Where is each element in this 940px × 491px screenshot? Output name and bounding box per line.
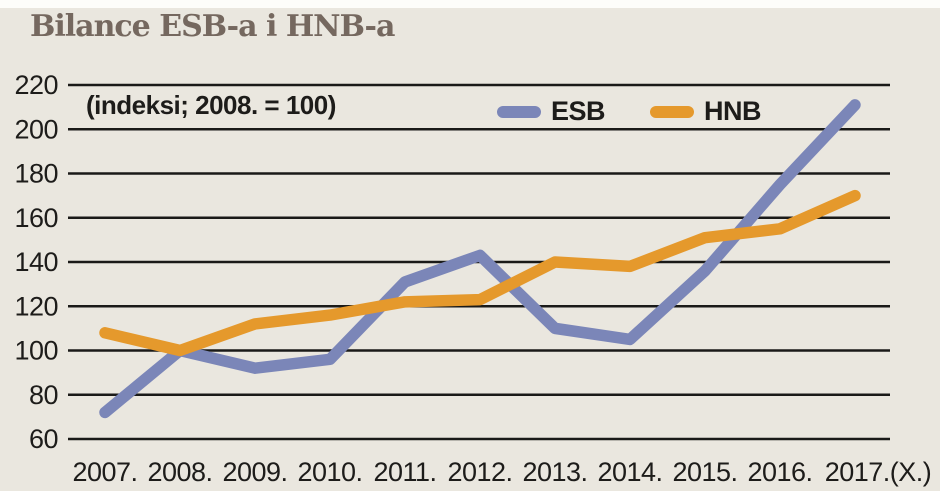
chart-title: Bilance ESB-a i HNB-a [30, 9, 395, 44]
legend-item-esb: ESB [497, 96, 606, 127]
x-tick-label-10: 2017.(X.) [825, 457, 932, 487]
x-tick-label-3: 2010. [297, 457, 362, 487]
chart-legend: ESB HNB [497, 96, 762, 127]
x-tick-label-5: 2012. [447, 457, 512, 487]
x-tick-label-1: 2008. [147, 457, 212, 487]
x-tick-label-9: 2016. [747, 457, 812, 487]
y-tick-label-160: 160 [14, 203, 58, 233]
y-axis-labels-group: 60 80 100 120 140 160 180 200 220 [14, 70, 58, 454]
gridlines-group [68, 83, 890, 441]
esb-line-swatch-icon [497, 105, 541, 118]
x-tick-label-4: 2011. [373, 457, 436, 487]
chart-subtitle: (indeksi; 2008. = 100) [86, 90, 336, 120]
series-line-hnb [99, 189, 861, 357]
hnb-line-swatch-icon [650, 105, 695, 118]
y-tick-label-60: 60 [29, 424, 58, 454]
legend-label-hnb: HNB [704, 96, 762, 126]
series-line-esb [99, 99, 861, 419]
y-tick-label-140: 140 [14, 247, 58, 277]
x-tick-label-7: 2014. [597, 457, 662, 487]
x-tick-label-8: 2015. [672, 457, 737, 487]
y-tick-label-220: 220 [14, 70, 58, 100]
y-tick-label-80: 80 [29, 380, 58, 410]
x-tick-label-0: 2007. [72, 457, 137, 487]
series-group [99, 99, 861, 419]
x-tick-label-6: 2013. [522, 457, 587, 487]
y-tick-label-200: 200 [14, 114, 58, 144]
x-axis-labels-group: 2007. 2008. 2009. 2010. 2011. 2012. 2013. 2014.… [72, 457, 931, 487]
legend-item-hnb: HNB [650, 96, 762, 127]
y-tick-label-180: 180 [14, 159, 58, 189]
y-tick-label-100: 100 [14, 336, 58, 366]
y-tick-label-120: 120 [14, 291, 58, 321]
x-tick-label-2: 2009. [222, 457, 287, 487]
legend-label-esb: ESB [551, 96, 606, 126]
chart-background [0, 8, 940, 491]
